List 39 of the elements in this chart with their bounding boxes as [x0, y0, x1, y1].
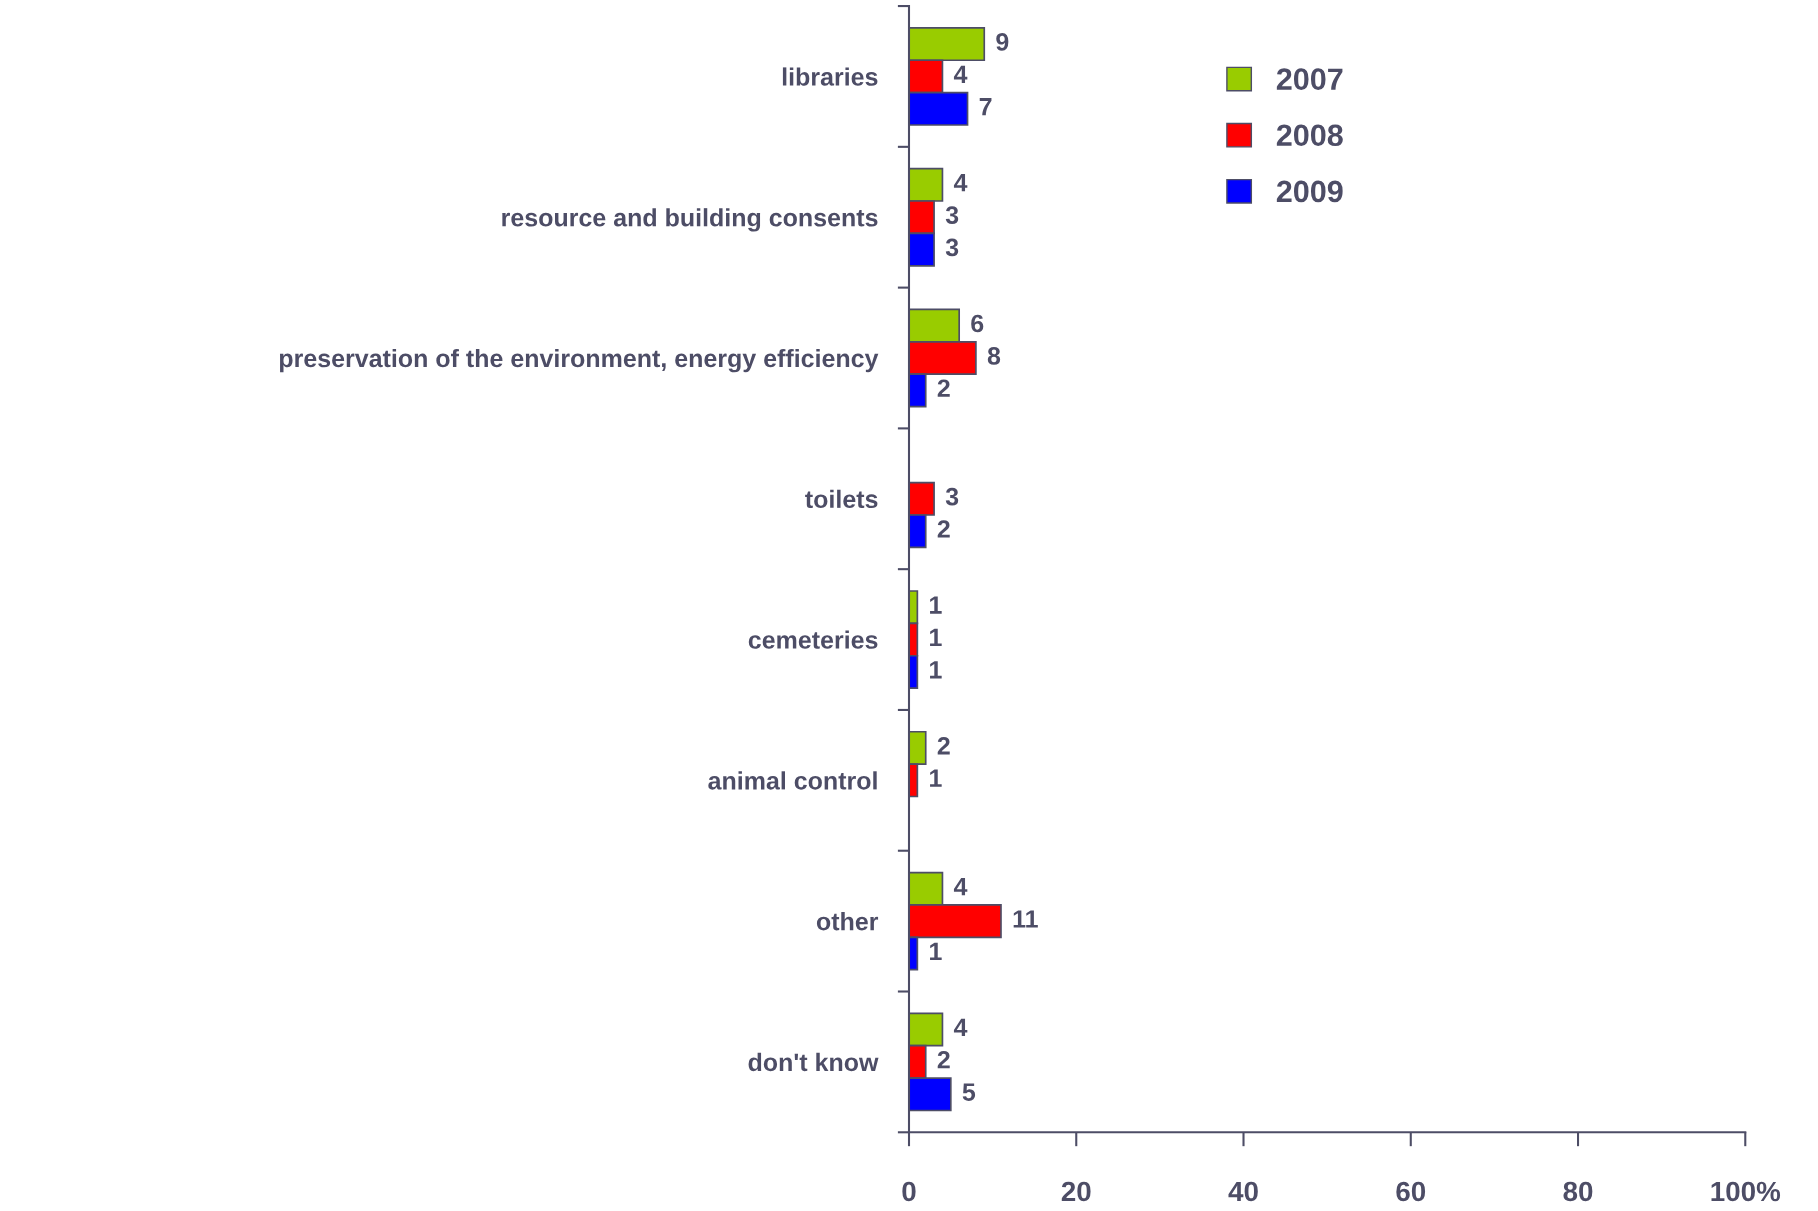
data-label: 3 [945, 206, 959, 224]
data-label: 8 [987, 347, 1001, 365]
data-label: 2 [937, 736, 950, 755]
data-label: 2 [937, 520, 950, 538]
data-label: 2 [937, 1050, 950, 1069]
data-label: 5 [962, 1083, 976, 1101]
data-label: 4 [953, 1018, 968, 1036]
data-label: 6 [971, 314, 984, 333]
data-label: 2 [937, 379, 950, 397]
y-tick-label: other [816, 912, 879, 931]
data-label: 4 [953, 65, 968, 83]
legend-label: 2009 [1276, 180, 1343, 203]
y-tick-label: preservation of the environment, energy efficiency [279, 348, 879, 373]
y-tick-label: toilets [805, 489, 878, 509]
x-tick-label: 0 [902, 1181, 916, 1202]
y-tick-label: libraries [782, 67, 878, 86]
data-label: 11 [1013, 910, 1038, 928]
x-tick-label: 60 [1396, 1181, 1426, 1202]
y-tick-label: animal control [708, 771, 877, 790]
y-tick-label: don't know [748, 1052, 879, 1072]
x-tick-label: 40 [1228, 1181, 1258, 1202]
data-label: 3 [945, 487, 959, 506]
data-label: 4 [953, 878, 968, 896]
data-label: 9 [996, 33, 1009, 51]
y-tick-label: cemeteries [748, 630, 878, 649]
data-label: 3 [945, 238, 959, 257]
x-tick-label: 80 [1563, 1181, 1593, 1202]
y-tick-label: resource and building consents [502, 208, 878, 232]
data-label: 1 [930, 628, 942, 647]
x-tick-label: 20 [1061, 1181, 1091, 1202]
data-label: 7 [979, 98, 992, 116]
data-label: 1 [930, 769, 942, 787]
data-label: 1 [930, 942, 942, 960]
legend-label: 2007 [1276, 68, 1343, 90]
x-tick-label: 100% [1711, 1181, 1781, 1202]
legend-label: 2008 [1276, 124, 1343, 147]
data-label: 1 [930, 661, 942, 679]
data-label: 4 [953, 174, 968, 192]
data-label: 1 [930, 596, 942, 614]
